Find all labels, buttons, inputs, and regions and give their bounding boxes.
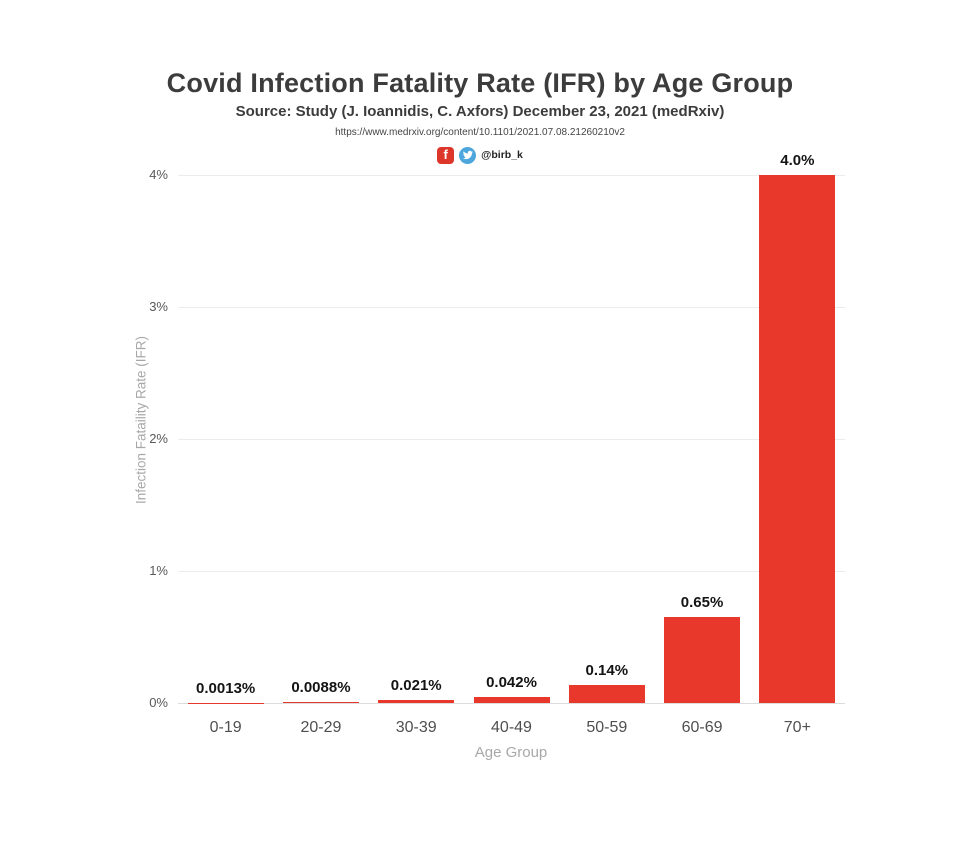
chart-subtitle: Source: Study (J. Ioannidis, C. Axfors) … [235,103,725,120]
bar-value-label: 0.021% [390,677,442,695]
x-tick-label: 60-69 [681,719,723,736]
y-axis-title: Infection Fataility Rate (IFR) [133,335,149,505]
x-tick-label: 40-49 [491,719,532,736]
bar-value-label: 4.0% [780,152,815,169]
plot-area [178,175,845,704]
bar-value-label: 0.042% [486,674,537,692]
bar-value-label: 0.65% [680,594,724,612]
bar-value-label: 0.0013% [196,679,256,697]
y-tick-label: 2% [149,431,168,446]
gridline-3% [178,307,845,308]
bar-value-label: 0.0088% [291,678,351,696]
x-tick-label: 50-59 [586,719,628,736]
x-tick-label: 0-19 [209,719,242,736]
x-tick-label: 20-29 [300,719,342,736]
gridline-2% [178,439,845,440]
x-tick-label: 70+ [783,719,811,736]
bar-30-39 [378,700,455,703]
bar-40-49 [473,697,550,703]
bar-20-29 [282,701,359,703]
y-tick-label: 1% [149,563,168,578]
twitter-icon [459,146,477,164]
gridline-1% [178,571,845,572]
bar-value-label: 0.14% [585,661,629,679]
social-handle: @birb_k [481,149,523,161]
gridline-4% [178,175,845,176]
y-tick-label: 4% [149,167,168,182]
chart-title: Covid Infection Fatality Rate (IFR) by A… [166,68,794,98]
source-url: https://www.medrxiv.org/content/10.1101/… [335,127,625,138]
social-row: f @birb_k [0,145,960,165]
bar-70+ [759,175,836,703]
x-axis-title: Age Group [474,744,548,761]
bar-60-69 [664,617,741,703]
y-tick-label: 3% [149,299,168,314]
bar-50-59 [568,684,645,703]
y-tick-label: 0% [149,695,168,710]
gridline-0% [178,703,845,704]
x-tick-label: 30-39 [395,719,437,736]
facebook-icon: f [437,146,455,164]
